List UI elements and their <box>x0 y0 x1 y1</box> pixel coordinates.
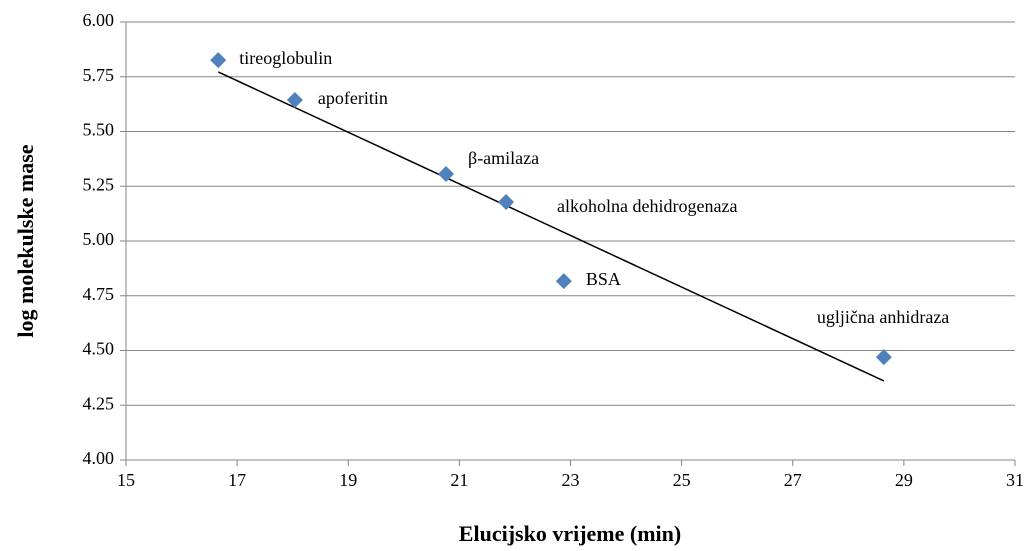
y-tick-label: 4.50 <box>83 339 115 359</box>
x-tick-label: 23 <box>562 470 580 490</box>
y-tick-label: 4.00 <box>83 448 115 468</box>
x-tick-label: 29 <box>895 470 913 490</box>
point <box>875 349 892 366</box>
y-axis-title: log molekulske mase <box>13 144 38 337</box>
point <box>210 52 227 69</box>
x-tick-label: 31 <box>1006 470 1024 490</box>
point <box>438 165 455 182</box>
x-tick-label: 17 <box>228 470 246 490</box>
point-label: ugljična anhidraza <box>817 307 949 327</box>
trendline <box>217 71 885 382</box>
y-tick-label: 6.00 <box>83 10 115 30</box>
point-label: tireoglobulin <box>239 48 332 68</box>
x-tick-label: 15 <box>117 470 135 490</box>
x-tick-label: 19 <box>339 470 357 490</box>
x-tick-label: 21 <box>450 470 468 490</box>
y-tick-label: 5.75 <box>83 65 115 85</box>
y-tick-label: 5.50 <box>83 120 115 140</box>
y-tick-label: 4.25 <box>83 393 115 413</box>
y-tick-label: 5.00 <box>83 229 115 249</box>
point <box>498 194 515 211</box>
x-axis-title: Elucijsko vrijeme (min) <box>459 521 681 546</box>
point-label: BSA <box>586 269 621 289</box>
x-tick-label: 25 <box>673 470 691 490</box>
point <box>555 273 572 290</box>
point-label: apoferitin <box>318 88 388 108</box>
x-tick-label: 27 <box>784 470 802 490</box>
point-label: alkoholna dehidrogenaza <box>557 196 737 216</box>
point <box>286 91 303 108</box>
point-label: β-amilaza <box>468 148 539 168</box>
y-tick-label: 4.75 <box>83 284 115 304</box>
y-tick-label: 5.25 <box>83 174 115 194</box>
